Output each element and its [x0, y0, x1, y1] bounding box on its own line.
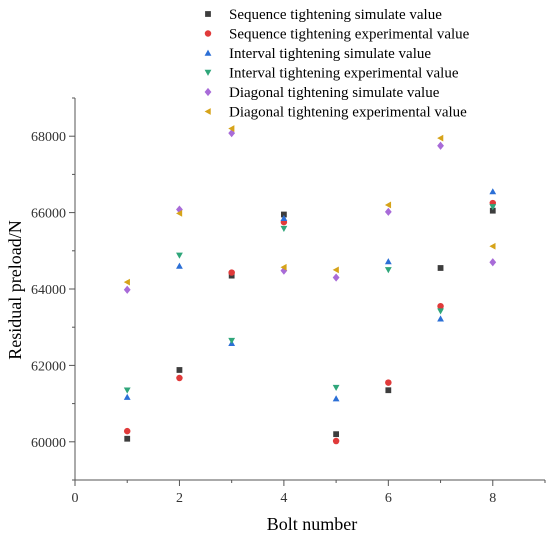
series-6: [124, 125, 496, 285]
data-point: [280, 226, 287, 232]
series-4: [124, 204, 496, 393]
data-point: [333, 431, 339, 437]
data-point: [385, 387, 391, 393]
legend-entry-label: Sequence tightening simulate value: [229, 7, 442, 23]
data-point: [124, 394, 131, 400]
y-axis-label: Residual preload/N: [5, 220, 25, 359]
data-point: [385, 267, 392, 273]
data-point: [228, 338, 235, 344]
data-point: [437, 315, 444, 321]
series-2: [124, 200, 496, 444]
data-point: [385, 202, 391, 209]
data-point: [333, 395, 340, 401]
data-point: [489, 188, 496, 194]
x-axis-label: Bolt number: [267, 514, 358, 534]
data-point: [124, 428, 130, 434]
data-point: [489, 258, 496, 266]
data-point: [333, 438, 339, 444]
data-point: [176, 375, 182, 381]
data-points: [124, 125, 496, 444]
legend-entry-label: Interval tightening simulate value: [229, 46, 431, 62]
data-point: [124, 388, 131, 394]
x-tick-label: 0: [72, 491, 79, 506]
data-point: [333, 385, 340, 391]
x-tick-label: 4: [280, 491, 287, 506]
data-point: [176, 263, 183, 269]
data-point: [437, 308, 444, 314]
x-tick-label: 8: [489, 491, 496, 506]
legend-marker: [205, 11, 211, 17]
y-tick-label: 64000: [31, 283, 66, 298]
legend-entry-label: Diagonal tightening simulate value: [229, 85, 440, 101]
legend-entry-label: Diagonal tightening experimental value: [229, 105, 467, 121]
y-tick-label: 62000: [31, 359, 66, 374]
data-point: [438, 265, 444, 271]
data-point: [437, 142, 444, 150]
y-tick-label: 60000: [31, 436, 66, 451]
legend-marker: [205, 30, 211, 36]
y-tick-label: 66000: [31, 207, 66, 222]
data-point: [177, 367, 183, 373]
legend-marker: [205, 88, 212, 96]
legend-marker: [205, 70, 212, 76]
legend: Sequence tightening simulate value Sequen…: [205, 7, 470, 121]
data-point: [124, 279, 130, 286]
x-tick-label: 6: [385, 491, 392, 506]
data-point: [176, 253, 183, 259]
data-point: [228, 269, 234, 275]
legend-marker: [205, 108, 211, 115]
legend-entry-label: Interval tightening experimental value: [229, 66, 459, 82]
legend-entry-label: Sequence tightening experimental value: [229, 27, 470, 43]
series-1: [124, 208, 495, 442]
axes: 0 2 4 6 8 60000 62000 64000 66000 68000: [31, 98, 545, 506]
data-point: [385, 379, 391, 385]
data-point: [437, 135, 443, 142]
data-point: [124, 286, 131, 294]
x-tick-label: 2: [176, 491, 183, 506]
data-point: [333, 273, 340, 281]
data-point: [385, 208, 392, 216]
data-point: [124, 436, 130, 442]
data-point: [333, 267, 339, 274]
data-point: [489, 243, 495, 250]
data-point: [385, 258, 392, 264]
y-tick-label: 68000: [31, 130, 66, 145]
legend-marker: [205, 50, 212, 56]
